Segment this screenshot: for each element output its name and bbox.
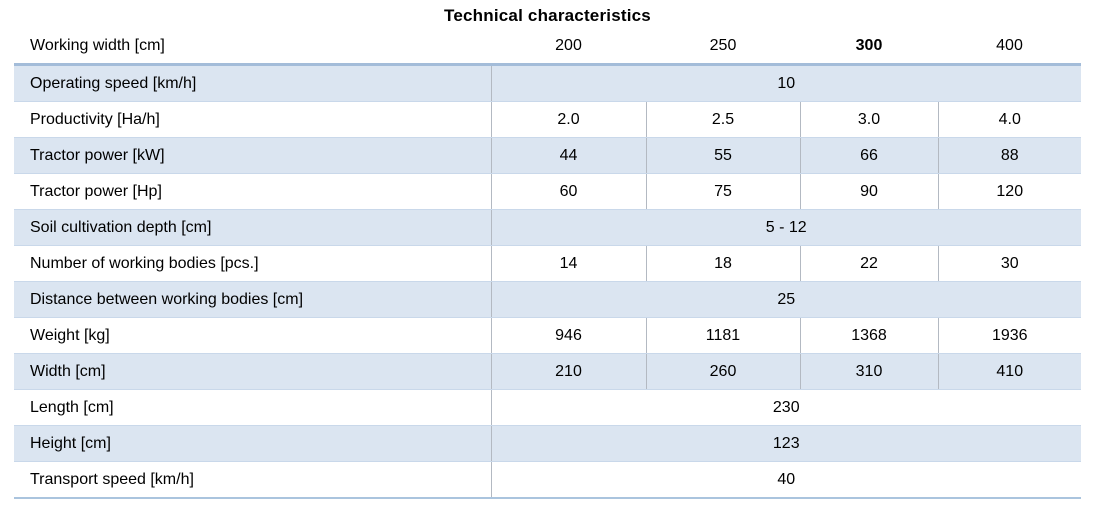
table-row: Weight [kg] 946 1181 1368 1936 — [14, 317, 1081, 354]
table-row: Number of working bodies [pcs.] 14 18 22 30 — [14, 245, 1081, 282]
row-value: 18 — [645, 245, 800, 282]
row-value: 75 — [645, 173, 800, 210]
row-value-span: 40 — [490, 461, 1081, 499]
row-value: 14 — [490, 245, 646, 282]
row-value: 3.0 — [799, 101, 938, 138]
header-row-label: Working width [cm] — [14, 29, 491, 66]
table-row: Length [cm] 230 — [14, 389, 1081, 426]
row-value: 210 — [490, 353, 646, 390]
row-label: Operating speed [km/h] — [14, 64, 491, 102]
table-row: Distance between working bodies [cm] 25 — [14, 281, 1081, 318]
table-row: Width [cm] 210 260 310 410 — [14, 353, 1081, 390]
row-value-span: 230 — [490, 389, 1081, 426]
row-label: Soil cultivation depth [cm] — [14, 209, 491, 246]
row-value: 260 — [645, 353, 800, 390]
row-label: Length [cm] — [14, 389, 491, 426]
page-title: Technical characteristics — [444, 6, 651, 25]
row-value: 120 — [937, 173, 1081, 210]
row-value: 1181 — [645, 317, 800, 354]
row-value: 410 — [937, 353, 1081, 390]
row-value: 4.0 — [937, 101, 1081, 138]
table-row: Tractor power [Hp] 60 75 90 120 — [14, 173, 1081, 210]
row-value: 90 — [799, 173, 938, 210]
header-value-200: 200 — [491, 29, 646, 66]
row-label: Distance between working bodies [cm] — [14, 281, 491, 318]
table-row: Operating speed [km/h] 10 — [14, 64, 1081, 102]
table-row: Soil cultivation depth [cm] 5 - 12 — [14, 209, 1081, 246]
row-label: Transport speed [km/h] — [14, 461, 491, 499]
table-row: Transport speed [km/h] 40 — [14, 461, 1081, 499]
table-body: Operating speed [km/h] 10 Productivity [Ha… — [14, 64, 1081, 499]
row-value: 60 — [490, 173, 646, 210]
row-value: 22 — [799, 245, 938, 282]
table-row: Productivity [Ha/h] 2.0 2.5 3.0 4.0 — [14, 101, 1081, 138]
header-value-250: 250 — [646, 29, 800, 66]
row-value-span: 5 - 12 — [490, 209, 1081, 246]
row-value: 1368 — [799, 317, 938, 354]
row-label: Width [cm] — [14, 353, 491, 390]
row-label: Weight [kg] — [14, 317, 491, 354]
row-value: 2.5 — [645, 101, 800, 138]
row-value-span: 10 — [490, 64, 1081, 102]
table-header-row: Working width [cm] 200 250 300 400 — [14, 29, 1081, 66]
table-row: Tractor power [kW] 44 55 66 88 — [14, 137, 1081, 174]
row-label: Height [cm] — [14, 425, 491, 462]
row-value: 946 — [490, 317, 646, 354]
table-row: Height [cm] 123 — [14, 425, 1081, 462]
row-value: 310 — [799, 353, 938, 390]
row-value: 66 — [799, 137, 938, 174]
row-value: 30 — [937, 245, 1081, 282]
header-value-300: 300 — [800, 29, 938, 66]
row-value: 44 — [490, 137, 646, 174]
header-value-400: 400 — [938, 29, 1081, 66]
row-value: 88 — [937, 137, 1081, 174]
row-value: 1936 — [937, 317, 1081, 354]
row-value-span: 123 — [490, 425, 1081, 462]
technical-characteristics-table: Working width [cm] 200 250 300 400 Opera… — [14, 29, 1081, 499]
row-label: Number of working bodies [pcs.] — [14, 245, 491, 282]
row-value: 55 — [645, 137, 800, 174]
row-label: Tractor power [Hp] — [14, 173, 491, 210]
row-label: Productivity [Ha/h] — [14, 101, 491, 138]
row-label: Tractor power [kW] — [14, 137, 491, 174]
row-value-span: 25 — [490, 281, 1081, 318]
row-value: 2.0 — [490, 101, 646, 138]
